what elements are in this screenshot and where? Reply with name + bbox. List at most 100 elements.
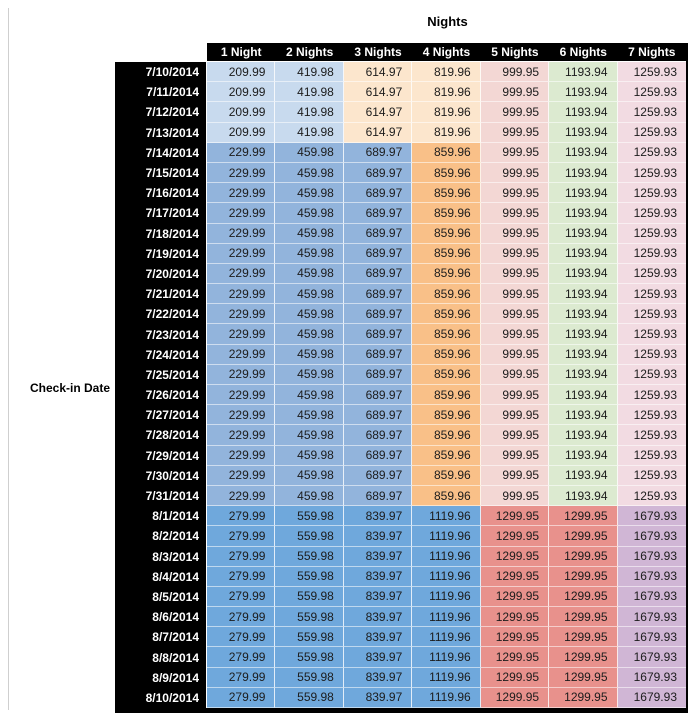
price-cell: 1259.93: [617, 102, 686, 123]
price-cell: 1259.93: [617, 122, 686, 143]
price-cell: 279.99: [207, 506, 276, 527]
row-header-date: 7/10/2014: [115, 62, 207, 83]
table-row: 7/28/2014 229.99 459.98 689.97 859.96 999.95 1…: [115, 425, 686, 446]
price-cell: 1679.93: [617, 546, 686, 567]
price-cell: 1119.96: [412, 506, 481, 527]
price-cell: 459.98: [275, 203, 344, 224]
price-cell: 229.99: [207, 284, 276, 305]
row-header-date: 7/15/2014: [115, 162, 207, 184]
price-cell: 459.98: [275, 445, 344, 466]
table-row: 8/10/2014 279.99 559.98 839.97 1119.96 1299.9…: [115, 687, 686, 708]
price-cell: 859.96: [412, 263, 481, 285]
price-cell: 1193.94: [549, 284, 618, 305]
price-cell: 1259.93: [617, 162, 686, 184]
price-cell: 209.99: [207, 102, 276, 123]
price-cell: 1193.94: [549, 82, 618, 103]
row-header-date: 8/1/2014: [115, 506, 207, 527]
price-cell: 229.99: [207, 324, 276, 345]
price-cell: 1193.94: [549, 142, 618, 163]
price-cell: 1119.96: [412, 667, 481, 688]
table-row: 7/12/2014 209.99 419.98 614.97 819.96 999.95 1…: [115, 102, 686, 123]
table-row: 7/23/2014 229.99 459.98 689.97 859.96 999.95 1…: [115, 324, 686, 345]
price-cell: 419.98: [275, 62, 344, 83]
price-cell: 229.99: [207, 223, 276, 244]
price-cell: 1193.94: [549, 385, 618, 406]
price-cell: 459.98: [275, 465, 344, 486]
table-row: 7/11/2014 209.99 419.98 614.97 819.96 999.95 1…: [115, 82, 686, 103]
price-cell: 689.97: [343, 223, 413, 244]
price-cell: 1679.93: [617, 687, 686, 708]
price-cell: 1193.94: [549, 102, 618, 123]
price-cell: 1679.93: [617, 526, 686, 547]
price-cell: 999.95: [480, 263, 550, 285]
price-cell: 1259.93: [617, 263, 686, 285]
table-row: 7/30/2014 229.99 459.98 689.97 859.96 999.95 1…: [115, 465, 686, 486]
column-header: 5 Nights: [480, 43, 550, 62]
table-title: Nights: [427, 14, 468, 29]
price-cell: 1299.95: [549, 526, 618, 547]
price-cell: 1299.95: [480, 687, 550, 708]
table-row: 7/17/2014 229.99 459.98 689.97 859.96 999.95 1…: [115, 203, 686, 224]
price-cell: 1679.93: [617, 647, 686, 668]
price-cell: 999.95: [480, 385, 550, 406]
price-cell: 999.95: [480, 324, 550, 345]
table-row: 7/25/2014 229.99 459.98 689.97 859.96 999.95 1…: [115, 364, 686, 385]
price-cell: 999.95: [480, 223, 550, 244]
price-cell: 1299.95: [480, 647, 550, 668]
price-cell: 859.96: [412, 445, 481, 466]
price-cell: 839.97: [343, 526, 413, 547]
left-border-line: [8, 8, 9, 710]
price-cell: 229.99: [207, 263, 276, 285]
table-row: 7/16/2014 229.99 459.98 689.97 859.96 999.95 1…: [115, 183, 686, 204]
price-cell: 689.97: [343, 324, 413, 345]
price-cell: 559.98: [275, 526, 344, 547]
price-cell: 859.96: [412, 203, 481, 224]
column-header: 7 Nights: [617, 43, 686, 62]
table-row: 7/18/2014 229.99 459.98 689.97 859.96 999.95 1…: [115, 223, 686, 244]
row-header-date: 7/21/2014: [115, 284, 207, 305]
corner-cell: [115, 43, 207, 62]
price-cell: 689.97: [343, 243, 413, 264]
price-cell: 419.98: [275, 82, 344, 103]
price-cell: 1299.95: [549, 586, 618, 608]
column-header: 3 Nights: [343, 43, 413, 62]
price-cell: 689.97: [343, 142, 413, 163]
table-row: 8/2/2014 279.99 559.98 839.97 1119.96 1299.95…: [115, 526, 686, 547]
price-cell: 1193.94: [549, 162, 618, 184]
price-cell: 559.98: [275, 647, 344, 668]
price-cell: 1259.93: [617, 425, 686, 446]
price-cell: 1679.93: [617, 566, 686, 587]
price-cell: 1679.93: [617, 627, 686, 648]
nightly-rate-table: 1 Night 2 Nights 3 Nights 4 Nights 5 Nights 6…: [115, 43, 688, 713]
column-header: 4 Nights: [412, 43, 481, 62]
price-cell: 689.97: [343, 445, 413, 466]
row-header-date: 7/28/2014: [115, 425, 207, 446]
price-cell: 459.98: [275, 425, 344, 446]
column-header: 1 Night: [207, 43, 276, 62]
table-row: 7/26/2014 229.99 459.98 689.97 859.96 999.95 1…: [115, 385, 686, 406]
row-header-date: 8/6/2014: [115, 607, 207, 628]
price-cell: 1259.93: [617, 243, 686, 264]
price-cell: 999.95: [480, 243, 550, 264]
price-cell: 689.97: [343, 183, 413, 204]
price-cell: 614.97: [343, 122, 413, 143]
row-header-date: 7/30/2014: [115, 465, 207, 486]
price-cell: 614.97: [343, 82, 413, 103]
price-cell: 819.96: [412, 122, 481, 143]
price-cell: 1193.94: [549, 465, 618, 486]
price-cell: 1299.95: [480, 667, 550, 688]
price-cell: 1679.93: [617, 586, 686, 608]
price-cell: 999.95: [480, 425, 550, 446]
row-header-date: 7/16/2014: [115, 183, 207, 204]
price-cell: 859.96: [412, 425, 481, 446]
price-cell: 689.97: [343, 162, 413, 184]
price-cell: 859.96: [412, 162, 481, 184]
price-cell: 999.95: [480, 465, 550, 486]
row-header-date: 8/3/2014: [115, 546, 207, 567]
rate-table-grid: 1 Night 2 Nights 3 Nights 4 Nights 5 Nights 6…: [115, 43, 686, 708]
price-cell: 419.98: [275, 122, 344, 143]
table-row: 7/15/2014 229.99 459.98 689.97 859.96 999.95 1…: [115, 162, 686, 184]
price-cell: 459.98: [275, 324, 344, 345]
checkin-date-axis-label: Check-in Date: [29, 381, 110, 395]
price-cell: 1259.93: [617, 183, 686, 204]
